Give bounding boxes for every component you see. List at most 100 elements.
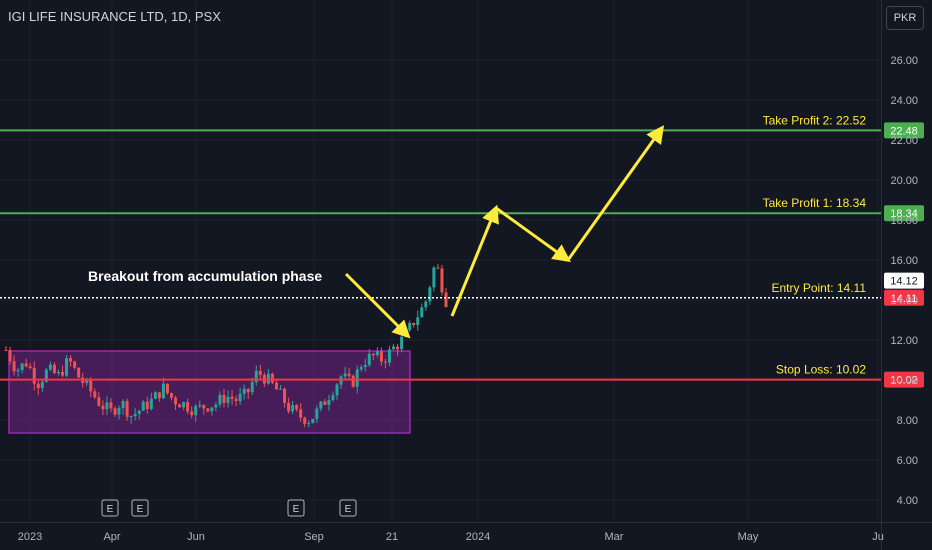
candle-body	[133, 413, 137, 417]
candle-body	[65, 358, 69, 376]
candle-body	[44, 369, 48, 382]
y-tick-label: 26.00	[890, 55, 918, 67]
candle-body	[32, 368, 36, 384]
candle-body	[303, 417, 307, 424]
candle-body	[315, 408, 319, 419]
y-tick-label: 6.00	[897, 455, 918, 467]
candle-body	[335, 384, 339, 396]
x-tick-label: 21	[386, 531, 398, 543]
axis-price-tag-label: 22.48	[890, 125, 918, 137]
candle-body	[311, 418, 315, 424]
candle-body	[327, 400, 331, 405]
candle-body	[396, 346, 400, 350]
candle-body	[93, 391, 97, 398]
level-annotation: Take Profit 2: 22.52	[763, 113, 867, 127]
candle-body	[97, 397, 101, 406]
candle-body	[121, 401, 125, 409]
axis-price-tag-label: 10.02	[890, 375, 918, 387]
currency-button[interactable]: PKR	[886, 6, 924, 30]
candle-body	[274, 382, 278, 390]
axis-price-tag	[884, 122, 924, 139]
candle-body	[331, 395, 335, 401]
candle-body	[222, 394, 226, 403]
candle-body	[238, 393, 242, 402]
candle-body	[343, 373, 347, 377]
candle-body	[61, 372, 65, 376]
candle-body	[428, 287, 432, 302]
candle-body	[153, 392, 157, 399]
candle-body	[242, 388, 246, 394]
candle-body	[440, 268, 444, 293]
level-annotation: Stop Loss: 10.02	[776, 363, 866, 377]
x-tick-label: 2023	[18, 531, 42, 543]
candle-body	[165, 383, 169, 394]
candle-body	[363, 365, 367, 368]
earnings-marker-label: E	[293, 504, 300, 515]
x-tick-label: Apr	[103, 531, 120, 543]
candle-body	[141, 401, 145, 411]
candle-body	[351, 375, 355, 387]
earnings-marker	[339, 499, 357, 517]
candle-body	[206, 408, 210, 412]
candle-body	[190, 411, 194, 416]
candle-body	[69, 358, 73, 362]
axis-price-tag-label: 14.11	[891, 293, 918, 305]
earnings-marker-label: E	[137, 504, 144, 515]
candle-body	[24, 363, 28, 367]
candle-body	[355, 369, 359, 387]
candle-body	[170, 393, 174, 398]
candle-body	[347, 373, 351, 376]
earnings-marker	[131, 499, 149, 517]
y-tick-label: 24.00	[890, 95, 918, 107]
candle-body	[12, 361, 16, 372]
candle-body	[424, 301, 428, 308]
candle-body	[359, 367, 363, 370]
candle-body	[198, 404, 202, 407]
earnings-marker-label: E	[107, 504, 114, 515]
projection-leg	[566, 125, 665, 261]
breakout-annotation: Breakout from accumulation phase	[88, 268, 322, 284]
candle-body	[149, 398, 153, 409]
axis-price-tag	[884, 289, 924, 306]
candle-body	[387, 349, 391, 363]
x-tick-label: Mar	[605, 531, 624, 543]
candle-body	[270, 373, 274, 383]
candle-body	[226, 396, 230, 403]
y-tick-label: 12.00	[890, 335, 918, 347]
axis-price-tag	[884, 371, 924, 388]
candle-body	[375, 351, 379, 356]
candle-body	[117, 408, 121, 415]
candle-body	[392, 346, 396, 350]
candle-body	[420, 307, 424, 318]
y-tick-label: 10.00	[890, 375, 918, 387]
candle-body	[16, 370, 20, 372]
candle-body	[408, 322, 412, 331]
y-tick-label: 4.00	[897, 495, 918, 507]
candle-body	[20, 363, 24, 371]
last-price-tag	[884, 272, 924, 289]
candle-body	[416, 317, 420, 326]
candle-body	[234, 398, 238, 402]
earnings-marker-label: E	[345, 504, 352, 515]
candle-body	[174, 397, 178, 405]
candle-body	[36, 383, 40, 389]
breakout-arrow	[344, 272, 411, 339]
candle-body	[202, 404, 206, 409]
candle-body	[186, 402, 190, 412]
x-tick-label: Sep	[304, 531, 324, 543]
candle-body	[89, 380, 93, 392]
x-tick-label: Jun	[187, 531, 205, 543]
candle-body	[218, 394, 222, 405]
candle-body	[319, 401, 323, 409]
candle-body	[278, 388, 282, 390]
candle-body	[383, 361, 387, 363]
candle-body	[258, 370, 262, 375]
candle-body	[214, 404, 218, 408]
earnings-marker	[287, 499, 305, 517]
candle-body	[287, 402, 291, 412]
candle-body	[28, 366, 32, 369]
candle-body	[145, 401, 149, 409]
y-tick-label: 20.00	[890, 175, 918, 187]
candle-body	[178, 404, 182, 408]
